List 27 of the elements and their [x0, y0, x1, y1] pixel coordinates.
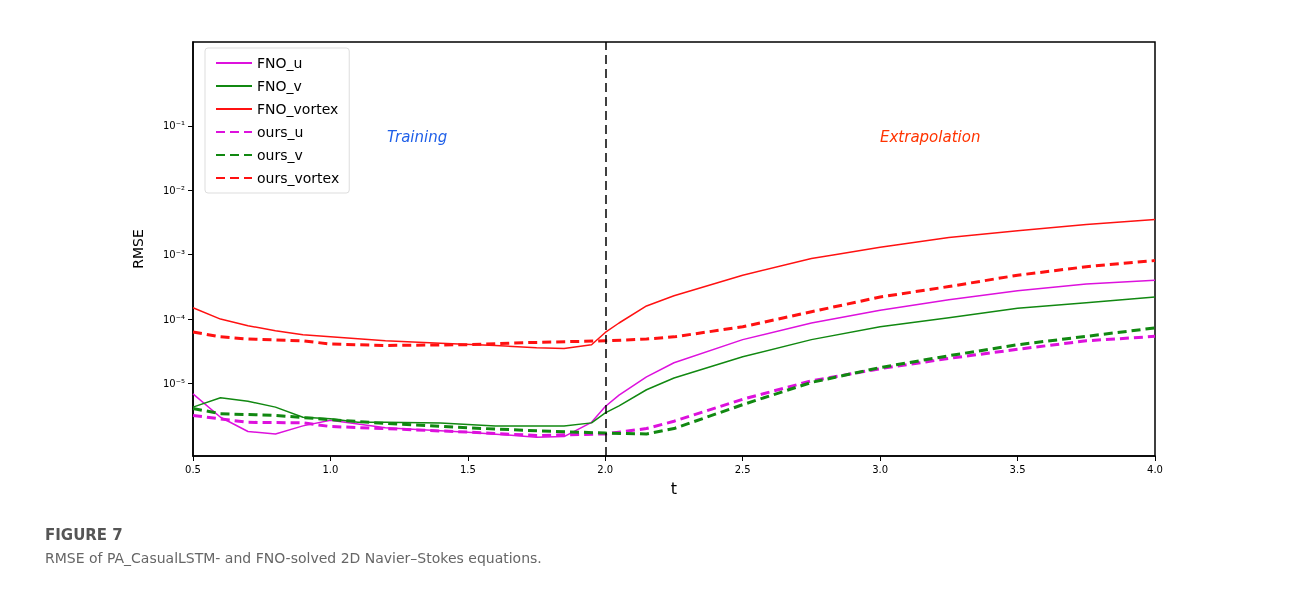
x-tick-label: 1.0 — [322, 463, 339, 475]
x-tick-label: 2.5 — [734, 463, 751, 475]
legend-label: FNO_vortex — [257, 101, 339, 117]
x-tick-label: 4.0 — [1147, 463, 1163, 475]
annotation: Training — [387, 127, 448, 146]
x-tick-label: 3.5 — [1009, 463, 1026, 475]
y-tick-label: 10⁻² — [162, 184, 185, 196]
legend-label: ours_vortex — [257, 170, 340, 186]
annotation: Extrapolation — [880, 127, 981, 146]
y-tick-label: 10⁻⁵ — [162, 378, 185, 390]
legend-label: FNO_u — [257, 55, 303, 71]
x-tick-label: 1.5 — [459, 463, 476, 475]
line-series — [192, 279, 1156, 438]
line-series — [192, 218, 1156, 350]
y-tick-label: 10⁻³ — [162, 249, 185, 261]
y-axis-title: RMSE — [130, 229, 146, 269]
text: RMSE of PA_CasualLSTM- and FNO-solved 2D Navier–Stokes equations. — [45, 550, 542, 566]
x-tick-label: 2.0 — [597, 463, 614, 475]
x-tick-label: 0.5 — [185, 463, 201, 475]
x-tick-label: 3.0 — [872, 463, 889, 475]
text: FIGURE 7 — [45, 525, 123, 544]
y-tick-label: 10⁻¹ — [162, 120, 185, 132]
legend-label: FNO_v — [257, 78, 302, 94]
x-axis-title: t — [670, 478, 678, 498]
legend-label: ours_u — [257, 124, 304, 140]
y-tick-label: 10⁻⁴ — [162, 313, 185, 325]
legend-label: ours_v — [257, 147, 303, 163]
